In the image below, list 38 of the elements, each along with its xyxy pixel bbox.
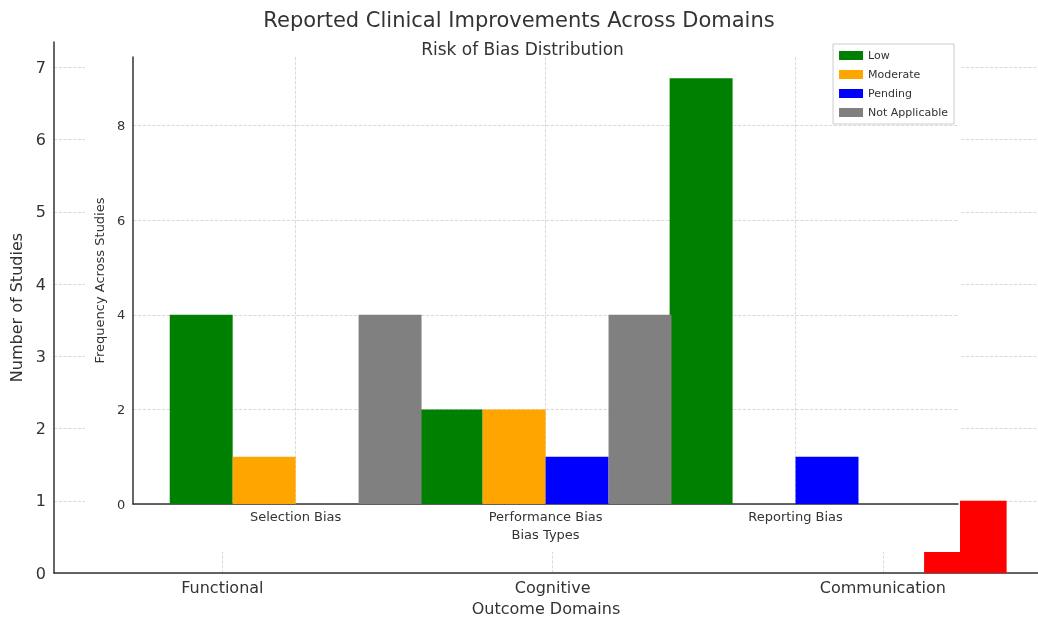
bar bbox=[358, 314, 422, 504]
bar bbox=[169, 314, 233, 504]
legend-label: Not Applicable bbox=[868, 106, 949, 119]
x-tick-label: Reporting Bias bbox=[748, 509, 844, 524]
y-tick-label: 4 bbox=[35, 274, 46, 294]
y-tick-label: 6 bbox=[116, 212, 126, 228]
y-tick-label: 2 bbox=[35, 419, 46, 439]
y-tick-label: 8 bbox=[116, 118, 126, 134]
y-tick-label: 0 bbox=[35, 563, 46, 583]
y-tick-label: 3 bbox=[35, 346, 46, 366]
bar bbox=[795, 456, 859, 504]
x-tick-label: Performance Bias bbox=[488, 509, 603, 524]
y-tick-label: 5 bbox=[35, 202, 46, 222]
y-tick-label: 4 bbox=[116, 307, 126, 323]
y-axis-title: Frequency Across Studies bbox=[92, 197, 107, 364]
y-tick-label: 7 bbox=[35, 57, 46, 77]
bar bbox=[608, 314, 672, 504]
x-axis-title: Bias Types bbox=[511, 526, 580, 542]
bar bbox=[232, 456, 296, 504]
y-tick-label: 2 bbox=[116, 401, 126, 417]
bar bbox=[419, 409, 483, 504]
bar bbox=[545, 456, 609, 504]
bar bbox=[669, 78, 733, 504]
x-tick-label: Selection Bias bbox=[249, 509, 342, 524]
legend-label: Moderate bbox=[868, 68, 921, 81]
y-tick-label: 6 bbox=[35, 130, 46, 150]
chart-title: Risk of Bias Distribution bbox=[421, 38, 624, 59]
legend-label: Low bbox=[868, 49, 890, 62]
y-axis-title: Number of Studies bbox=[6, 232, 26, 383]
x-tick-label: Functional bbox=[181, 577, 264, 597]
legend-label: Pending bbox=[868, 87, 913, 100]
y-tick-label: 1 bbox=[35, 491, 46, 511]
x-tick-label: Communication bbox=[819, 577, 946, 597]
x-axis-title: Outcome Domains bbox=[471, 598, 621, 618]
chart-title: Reported Clinical Improvements Across Domains bbox=[263, 7, 775, 32]
y-tick-label: 0 bbox=[116, 496, 126, 512]
bar bbox=[482, 409, 546, 504]
x-tick-label: Cognitive bbox=[514, 577, 591, 597]
